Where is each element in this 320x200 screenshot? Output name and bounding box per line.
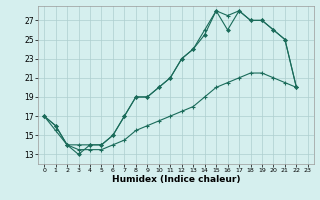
X-axis label: Humidex (Indice chaleur): Humidex (Indice chaleur)	[112, 175, 240, 184]
